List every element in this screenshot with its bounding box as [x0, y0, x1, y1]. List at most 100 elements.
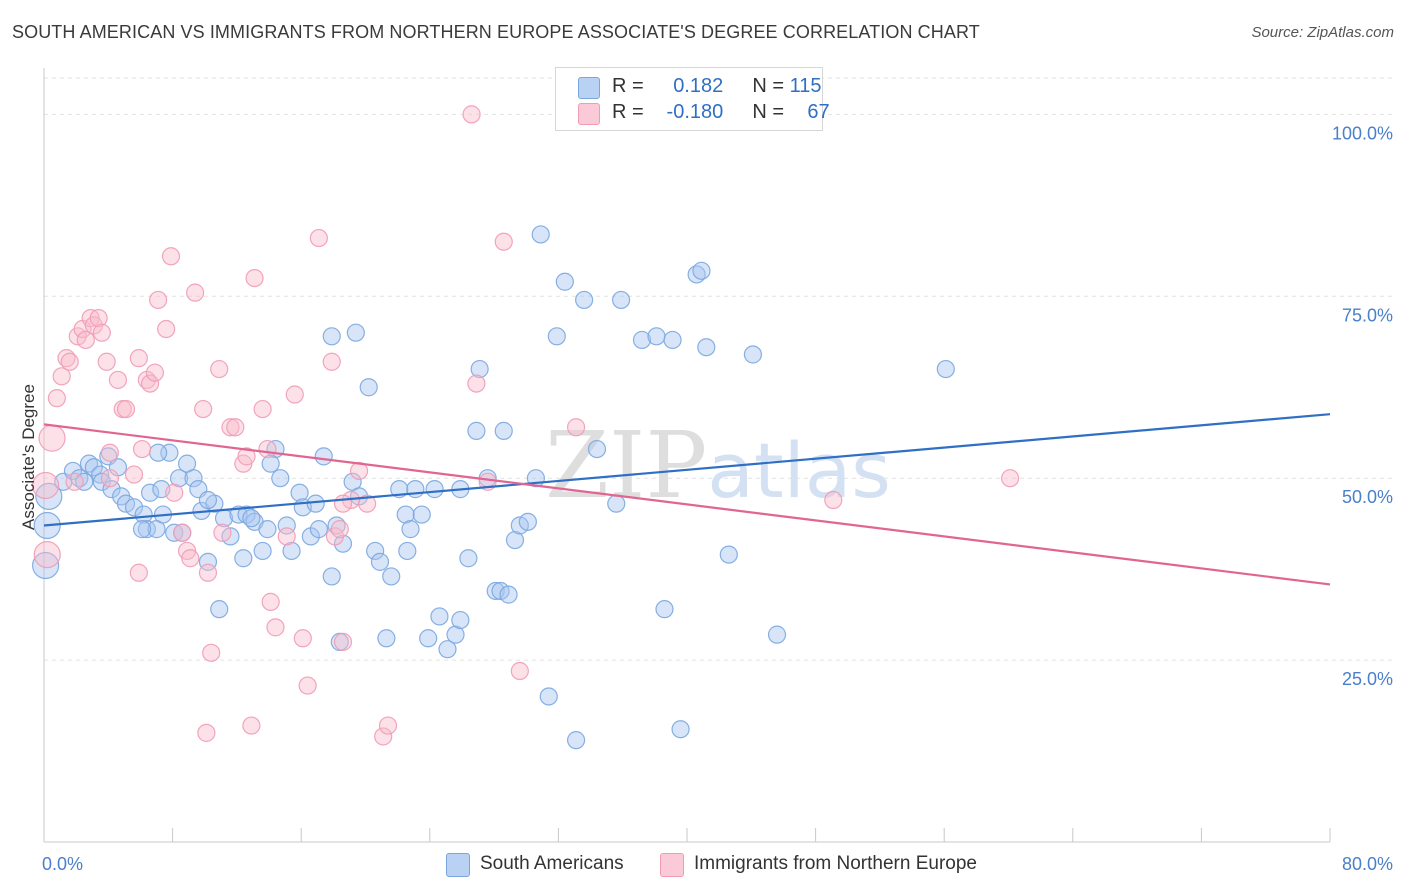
point-northern-europe: [161, 247, 181, 266]
point-northern-europe: [210, 359, 229, 379]
point-south-americans: [258, 520, 277, 539]
axis-layer: [43, 68, 1331, 843]
label-layer: 25.0% 50.0% 75.0% 100.0% 0.0% 80.0% Associate'…: [19, 123, 1393, 874]
point-south-americans: [494, 421, 513, 440]
point-northern-europe: [266, 618, 285, 637]
point-south-americans: [575, 290, 594, 310]
point-northern-europe: [173, 523, 192, 542]
y-axis-label: Associate's Degree: [19, 384, 38, 530]
point-northern-europe: [322, 352, 341, 371]
point-northern-europe: [124, 465, 144, 484]
point-northern-europe: [374, 727, 393, 746]
point-northern-europe: [258, 439, 277, 459]
point-south-americans: [322, 567, 341, 586]
legend-text-northern-europe: R = -0.180 N = 67: [612, 101, 830, 124]
trend-layer: [43, 413, 1331, 586]
point-south-americans: [290, 483, 309, 502]
point-south-americans: [124, 498, 144, 517]
point-south-americans: [198, 552, 218, 571]
point-south-americans: [134, 505, 153, 524]
x-tick-label: 0.0%: [42, 854, 83, 874]
point-northern-europe: [358, 494, 377, 513]
point-south-americans: [398, 541, 417, 561]
point-northern-europe: [47, 389, 66, 408]
point-northern-europe: [261, 592, 280, 611]
point-south-americans: [425, 480, 444, 499]
point-northern-europe: [349, 461, 369, 481]
legend-n-label: N =: [752, 101, 785, 123]
point-northern-europe: [494, 232, 513, 251]
bottom-label-south-americans: South Americans: [480, 853, 624, 874]
point-south-americans: [132, 520, 152, 539]
point-south-americans: [587, 439, 607, 459]
point-northern-europe: [462, 105, 481, 124]
point-northern-europe: [129, 563, 148, 582]
point-northern-europe: [467, 374, 486, 393]
point-northern-europe: [330, 520, 349, 539]
point-south-americans: [382, 567, 401, 586]
point-south-americans: [234, 549, 253, 568]
x-tick-label: 80.0%: [1342, 854, 1393, 874]
watermark-text: ZIPatlas: [545, 412, 891, 519]
point-south-americans: [396, 505, 415, 524]
point-south-americans: [467, 421, 486, 440]
point-south-americans: [322, 327, 341, 346]
point-northern-europe: [194, 399, 213, 419]
point-south-americans: [719, 545, 738, 564]
trend-line-northern-europe: [43, 423, 1331, 586]
point-south-americans: [438, 640, 457, 659]
point-south-americans: [692, 261, 711, 280]
point-south-americans: [419, 629, 438, 648]
y-tick-label: 75.0%: [1342, 305, 1393, 325]
watermark-atlas: atlas: [707, 426, 891, 515]
point-northern-europe: [298, 676, 317, 695]
point-northern-europe: [221, 418, 240, 437]
point-south-americans: [555, 272, 574, 291]
point-south-americans: [470, 359, 489, 379]
point-south-americans: [671, 720, 690, 739]
point-south-americans: [499, 585, 518, 604]
point-northern-europe: [333, 632, 353, 652]
point-south-americans: [767, 625, 787, 644]
grid-layer: [44, 77, 1392, 661]
point-northern-europe: [145, 363, 165, 382]
point-south-americans: [655, 600, 674, 619]
point-south-americans: [539, 687, 558, 706]
point-south-americans: [611, 290, 631, 310]
point-northern-europe: [100, 469, 120, 488]
point-northern-europe: [378, 716, 398, 735]
legend-n-value: 115: [789, 75, 822, 97]
point-northern-europe: [76, 330, 95, 350]
point-northern-europe: [32, 471, 60, 500]
point-south-americans: [346, 323, 365, 342]
point-northern-europe: [186, 283, 205, 302]
point-south-americans: [366, 541, 385, 561]
point-south-americans: [242, 509, 261, 528]
point-northern-europe: [157, 319, 176, 339]
point-northern-europe: [97, 352, 116, 371]
point-south-americans: [314, 447, 333, 466]
point-northern-europe: [38, 424, 66, 452]
point-south-americans: [137, 520, 156, 539]
point-south-americans: [377, 629, 396, 648]
point-south-americans: [359, 378, 378, 397]
point-northern-europe: [213, 523, 232, 542]
point-south-americans: [936, 359, 955, 379]
point-northern-europe: [116, 399, 136, 419]
point-south-americans: [169, 469, 189, 488]
point-northern-europe: [100, 443, 120, 462]
point-south-americans: [91, 465, 110, 484]
bottom-swatch-south-americans: [446, 853, 470, 877]
point-northern-europe: [253, 399, 272, 419]
legend-swatch-south-americans: [578, 77, 600, 99]
point-northern-europe: [309, 228, 328, 248]
legend-text-south-americans: R = 0.182 N = 115: [612, 75, 822, 98]
point-northern-europe: [89, 309, 108, 328]
legend-r-label: R =: [612, 75, 644, 97]
point-south-americans: [632, 330, 652, 350]
point-south-americans: [198, 490, 218, 510]
point-south-americans: [309, 520, 328, 539]
point-south-americans: [697, 338, 716, 357]
point-northern-europe: [33, 540, 61, 569]
point-south-americans: [607, 494, 626, 513]
